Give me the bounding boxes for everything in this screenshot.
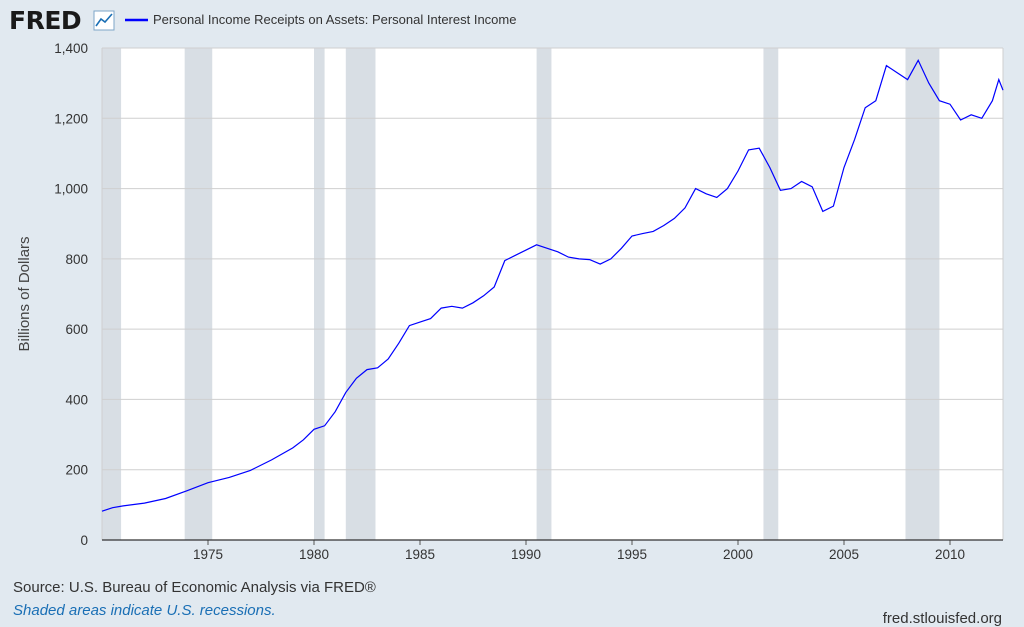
x-tick-label: 1995 [617,547,647,562]
recession-band-6 [905,48,940,540]
y-axis-ticks: 0 200 400 600 800 1,000 1,200 1,400 [54,41,88,548]
recession-band-2 [314,48,325,540]
fred-url[interactable]: fred.stlouisfed.org [882,610,1002,627]
x-axis-ticks: 1975 1980 1985 1990 1995 2000 2005 2010 [193,540,965,562]
y-tick-label: 1,400 [54,41,88,56]
recession-band-3 [345,48,376,540]
y-tick-label: 1,000 [54,182,88,197]
y-tick-label: 400 [65,392,88,407]
legend-label: Personal Income Receipts on Assets: Pers… [153,12,516,27]
y-tick-label: 800 [65,252,88,267]
series-line-personal-interest-income [101,58,1004,512]
x-tick-label: 1985 [405,547,435,562]
source-note: Source: U.S. Bureau of Economic Analysis… [13,579,376,596]
recession-shading [102,48,940,540]
x-tick-label: 1990 [511,547,541,562]
x-tick-label: 1980 [299,547,329,562]
x-tick-label: 2000 [723,547,753,562]
x-tick-label: 1975 [193,547,223,562]
y-axis-label: Billions of Dollars [16,236,33,351]
y-tick-label: 600 [65,322,88,337]
recession-note: Shaded areas indicate U.S. recessions. [13,602,276,619]
y-tick-label: 1,200 [54,111,88,126]
recession-band-1 [184,48,213,540]
plot-area [102,48,1003,540]
recession-band-0 [102,48,122,540]
gridlines [101,47,1004,540]
y-tick-label: 200 [65,463,88,478]
trend-line-icon [93,10,115,31]
y-tick-label: 0 [80,533,88,548]
x-tick-label: 2010 [935,547,965,562]
recession-band-5 [763,48,779,540]
fred-logo[interactable]: FRED [9,6,82,35]
x-tick-label: 2005 [829,547,859,562]
recession-band-4 [536,48,552,540]
